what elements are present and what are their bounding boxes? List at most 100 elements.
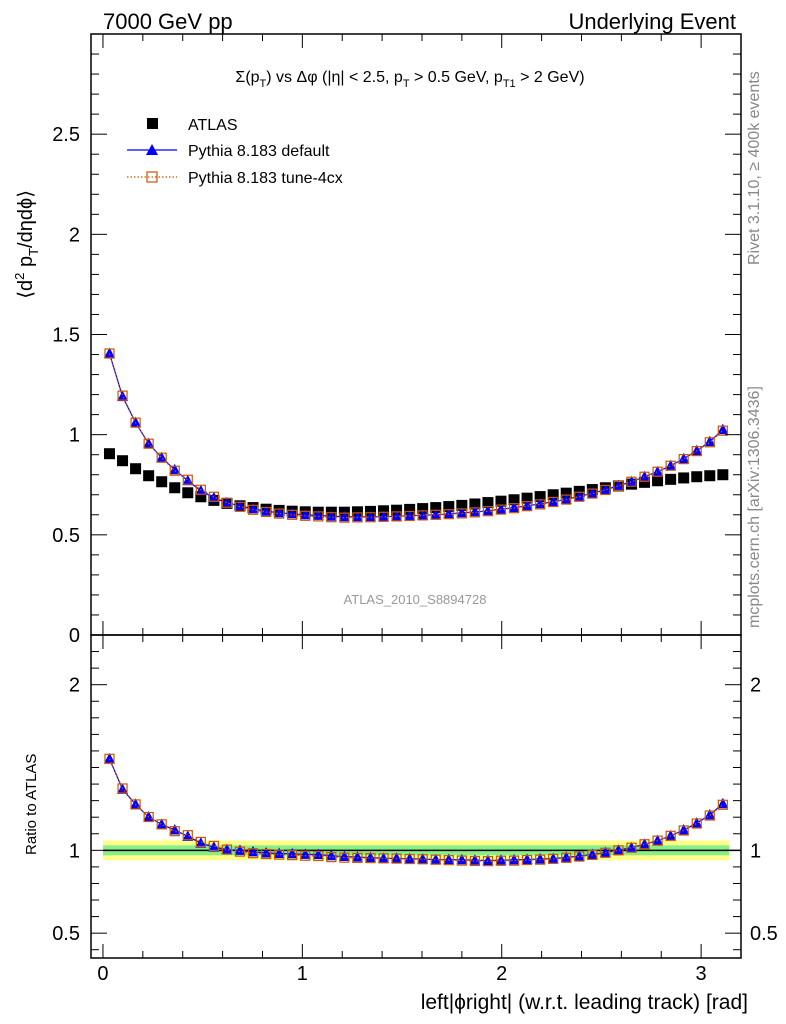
ratio-point-pythia-8-183-tune-4cx [326,851,337,863]
ratio-point-pythia-8-183-tune-4cx [117,783,128,794]
ratio-point-pythia-8-183-default [208,841,220,852]
main-point-pythia-8-183-tune-4cx [639,471,650,482]
y-tick-label-main: 0.5 [52,525,80,547]
main-point-atlas [704,470,716,482]
main-point-pythia-8-183-tune-4cx [117,390,128,401]
main-point-pythia-8-183-tune-4cx [404,510,415,522]
ratio-point-pythia-8-183-default [443,853,455,865]
ratio-point-pythia-8-183-default [169,824,181,835]
main-point-atlas [560,487,572,499]
main-point-pythia-8-183-default [260,505,272,516]
ratio-point-pythia-8-183-default [182,830,194,841]
ratio-point-pythia-8-183-default [273,847,285,859]
main-point-atlas [103,448,115,460]
main-point-pythia-8-183-tune-4cx [626,476,637,487]
main-point-pythia-8-183-tune-4cx [574,491,585,502]
axes: 0 1 2 3 0 0.5 1 1.5 2 2.5 0.5 0.5 1 1 2 2 [52,33,778,985]
main-point-pythia-8-183-default [495,503,507,514]
main-point-pythia-8-183-default [639,470,651,482]
main-point-pythia-8-183-tune-4cx [352,512,363,523]
ratio-point-pythia-8-183-tune-4cx [404,853,415,865]
main-point-pythia-8-183-tune-4cx [247,504,259,515]
ratio-point-pythia-8-183-tune-4cx [130,799,141,810]
y-tick-label-main: 1 [69,425,80,447]
main-point-pythia-8-183-tune-4cx [587,488,598,499]
main-point-pythia-8-183-default [560,493,572,504]
ratio-point-pythia-8-183-tune-4cx [300,850,311,861]
y-tick-label-ratio: 0.5 [52,923,80,945]
main-point-pythia-8-183-tune-4cx [521,501,533,512]
y-axis-label-ratio: Ratio to ATLAS [23,754,40,855]
y-tick-label-ratio: 1 [69,840,80,862]
main-point-pythia-8-183-default [586,487,598,498]
ratio-point-pythia-8-183-tune-4cx [274,849,285,860]
ratio-point-pythia-8-183-tune-4cx [704,810,715,821]
main-point-pythia-8-183-default [508,501,520,513]
ratio-point-pythia-8-183-tune-4cx [234,846,246,857]
main-point-pythia-8-183-tune-4cx [221,497,233,508]
main-point-pythia-8-183-tune-4cx [156,452,167,463]
main-point-pythia-8-183-tune-4cx [717,425,728,436]
ratio-point-pythia-8-183-default [665,829,677,841]
ratio-point-pythia-8-183-tune-4cx [417,854,428,865]
ratio-point-pythia-8-183-tune-4cx [339,852,350,863]
ratio-point-pythia-8-183-default [404,852,416,864]
main-point-pythia-8-183-default [430,508,442,520]
main-point-pythia-8-183-tune-4cx [704,437,715,448]
main-point-pythia-8-183-default [338,510,350,522]
ratio-point-pythia-8-183-tune-4cx [665,830,676,841]
y-tick-label-main: 2.5 [52,124,80,146]
main-point-pythia-8-183-tune-4cx [456,508,467,519]
mcplots-label: mcplots.cern.ch [arXiv:1306.3436] [746,386,763,628]
main-point-atlas [391,504,403,516]
main-point-pythia-8-183-default [443,507,455,519]
main-point-pythia-8-183-default [208,491,220,503]
ratio-point-pythia-8-183-tune-4cx [260,848,272,860]
ratio-point-pythia-8-183-tune-4cx [600,847,611,858]
ratio-point-pythia-8-183-default [391,852,403,863]
rivet-label: Rivet 3.1.10, ≥ 400k events [746,71,763,265]
main-point-atlas [143,470,155,482]
main-point-atlas [495,495,507,507]
main-point-pythia-8-183-tune-4cx [678,454,689,465]
ratio-point-pythia-8-183-tune-4cx [548,853,559,864]
main-point-pythia-8-183-default [652,465,664,477]
main-point-pythia-8-183-tune-4cx [482,506,494,517]
legend-label-default: Pythia 8.183 default [188,143,330,160]
main-point-atlas [691,471,703,483]
ratio-point-pythia-8-183-default [351,851,363,862]
ratio-point-pythia-8-183-default [508,853,520,865]
ratio-point-pythia-8-183-default [338,850,350,862]
ratio-point-pythia-8-183-default [103,752,115,764]
main-point-pythia-8-183-default [299,508,311,520]
ratio-point-pythia-8-183-default [599,846,611,858]
ratio-frame [90,634,742,959]
main-point-pythia-8-183-tune-4cx [274,508,285,519]
ratio-point-pythia-8-183-default [521,853,533,865]
ratio-point-pythia-8-183-default [678,824,690,835]
main-point-atlas [521,492,533,504]
main-point-pythia-8-183-tune-4cx [613,480,624,492]
y-axis-label-main: ⟨d2 pT/dηdϕ⟩ [12,190,41,299]
main-point-pythia-8-183-default [364,510,376,522]
main-point-atlas [456,499,468,511]
main-point-atlas [443,501,455,513]
main-point-pythia-8-183-tune-4cx [195,484,206,495]
ratio-point-pythia-8-183-default [495,854,507,865]
ratio-point-pythia-8-183-tune-4cx [469,855,480,867]
main-point-pythia-8-183-default [456,506,468,518]
main-point-pythia-8-183-default [417,509,429,520]
ratio-point-pythia-8-183-tune-4cx [391,853,402,864]
main-point-atlas [469,498,481,510]
ratio-point-pythia-8-183-default [560,851,572,862]
main-point-pythia-8-183-default [273,506,285,518]
ratio-point-pythia-8-183-default [221,843,233,855]
ratio-point-pythia-8-183-tune-4cx [378,853,389,864]
legend-marker-default [146,144,158,155]
ratio-point-pythia-8-183-tune-4cx [430,854,441,865]
y-tick-label-ratio-right: 2 [750,675,761,697]
main-point-pythia-8-183-default [325,510,337,521]
ratio-point-pythia-8-183-default [299,848,311,859]
main-point-pythia-8-183-tune-4cx [339,512,350,523]
ratio-point-pythia-8-183-default [717,797,729,809]
